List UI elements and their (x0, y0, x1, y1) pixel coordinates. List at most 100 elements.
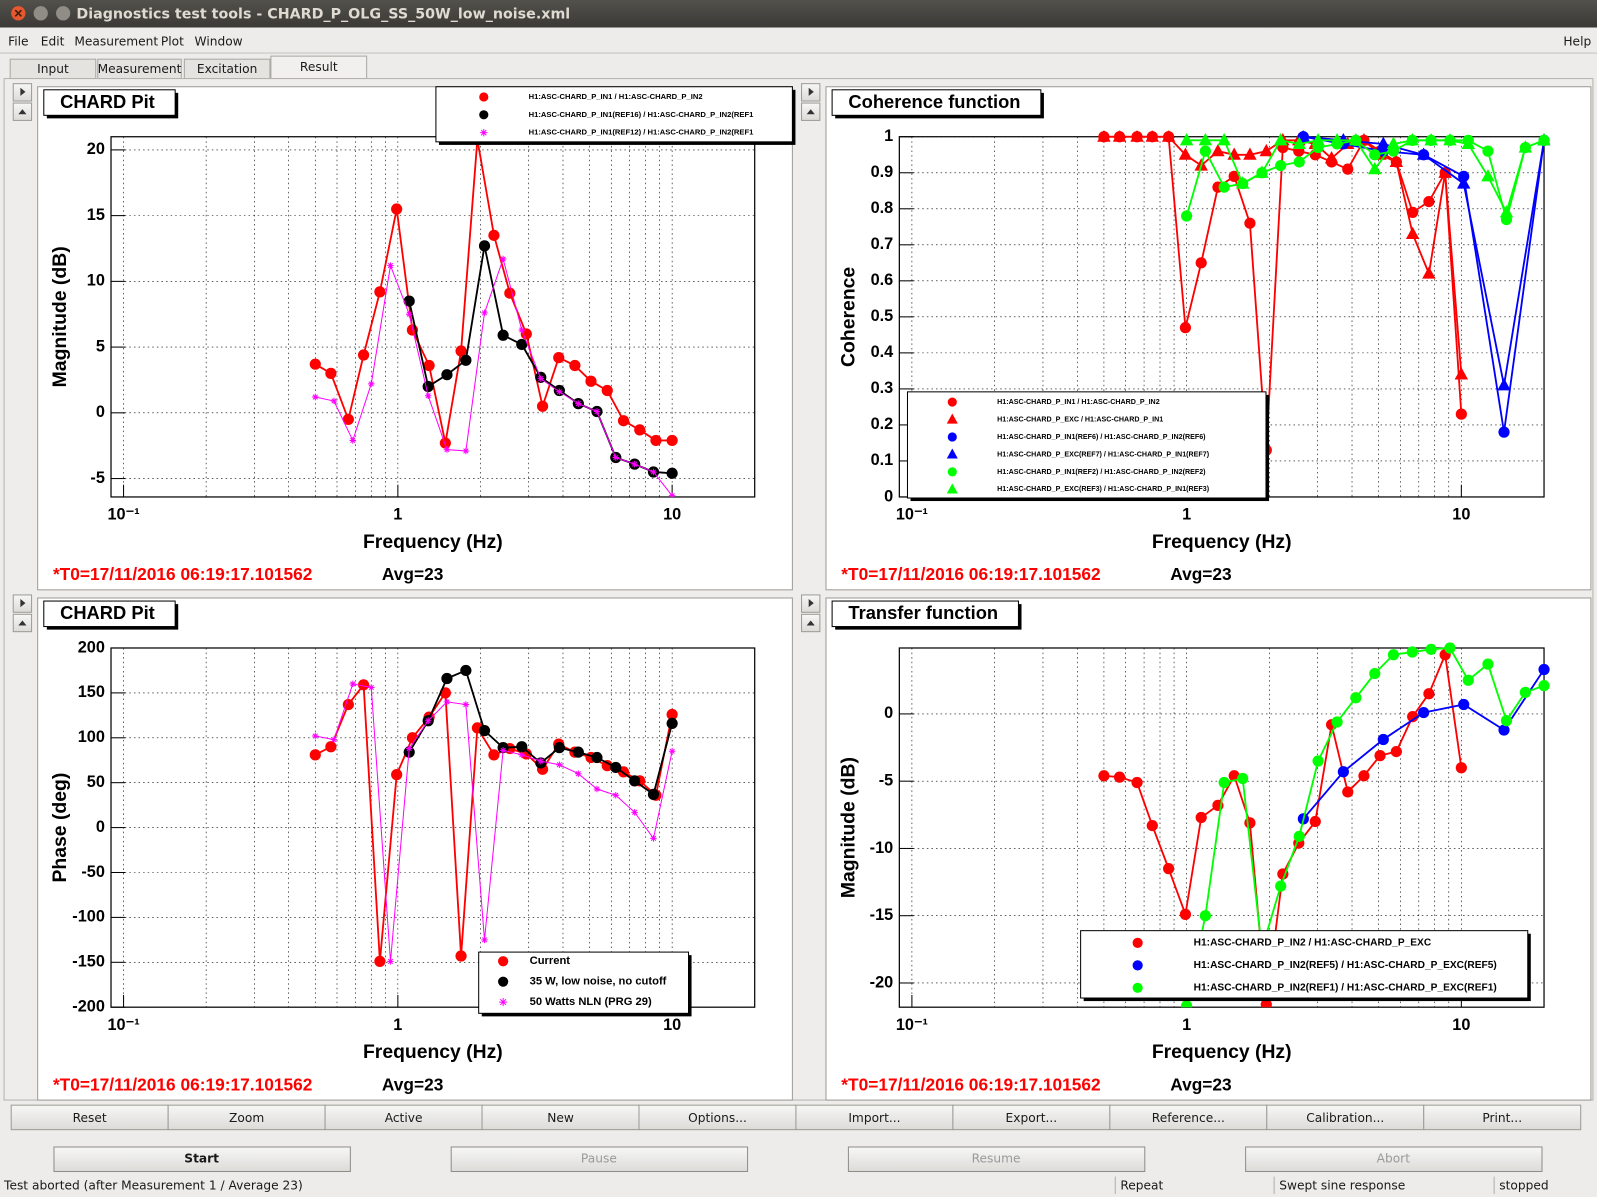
menu-item[interactable]: Plot (161, 34, 184, 48)
y-tick-label: 0 (884, 487, 893, 505)
button-label[interactable]: Active (385, 1111, 423, 1125)
title-frame (43, 89, 176, 116)
button-label[interactable]: Reset (73, 1111, 107, 1125)
chart-title: Coherence function (848, 91, 1020, 112)
data-point (516, 338, 528, 351)
button-label[interactable]: Options... (688, 1111, 747, 1125)
chart-title-box: CHARD Pit (43, 89, 179, 119)
control-button[interactable] (1245, 1146, 1543, 1172)
x-tick-label: 1 (1182, 506, 1191, 524)
data-point (629, 775, 641, 787)
legend-marker (480, 128, 488, 137)
y-tick-label: -50 (81, 863, 105, 881)
data-point (1462, 674, 1474, 686)
data-point (1145, 130, 1160, 142)
menu-help[interactable]: Help (1563, 34, 1591, 48)
menu-item[interactable]: File (8, 34, 28, 48)
data-point (424, 717, 432, 724)
panel-button-icon (18, 109, 27, 115)
data-point (1374, 750, 1386, 762)
tab-label[interactable]: Excitation (197, 62, 257, 76)
legend-label: H1:ASC-CHARD_P_IN1(REF2) / H1:ASC-CHARD_… (997, 468, 1206, 476)
data-point (488, 749, 500, 761)
control-button[interactable] (53, 1146, 351, 1172)
tab-label[interactable]: Result (300, 60, 338, 74)
y-tick-label: -150 (72, 953, 105, 971)
y-axis-label: Phase (deg) (49, 773, 71, 883)
data-point (666, 708, 678, 721)
title-bar (0, 0, 1597, 28)
legend-marker (479, 92, 489, 102)
button[interactable] (1109, 1104, 1268, 1131)
data-point (374, 955, 386, 968)
button-label[interactable]: Export... (1006, 1111, 1058, 1125)
data-point (631, 809, 638, 816)
annotation: *T0=17/11/2016 06:19:17.101562 (841, 1074, 1100, 1094)
y-axis-label: Magnitude (dB) (838, 757, 860, 898)
series-layer (1098, 642, 1550, 1008)
button-label[interactable]: Import... (848, 1111, 900, 1125)
x-tick-label: 10⁻¹ (108, 1016, 140, 1034)
legend-label: 35 W, low noise, no cutoff (530, 976, 667, 988)
data-point (585, 375, 597, 387)
legend-label: H1:ASC-CHARD_P_IN1(REF12) / H1:ASC-CHARD… (529, 128, 755, 137)
button[interactable] (952, 1104, 1111, 1131)
control-button[interactable] (847, 1146, 1146, 1172)
legend-marker (1132, 937, 1143, 949)
tab-label[interactable]: Measurement (98, 62, 182, 76)
data-point (1482, 658, 1494, 670)
legend-marker (946, 483, 958, 494)
data-point (1228, 170, 1240, 182)
y-tick-label: -15 (870, 906, 894, 924)
legend-marker (1132, 960, 1143, 971)
y-tick-label: 100 (78, 728, 105, 746)
data-point (556, 761, 563, 768)
data-point (1324, 151, 1339, 164)
data-point (1243, 147, 1257, 160)
control-label: Abort (1377, 1152, 1411, 1166)
annotation: *T0=17/11/2016 06:19:17.101562 (53, 1074, 312, 1094)
y-axis-label: Coherence (838, 267, 860, 367)
button[interactable] (1423, 1104, 1582, 1131)
annotation: *T0=17/11/2016 06:19:17.101562 (53, 564, 312, 584)
menu-item[interactable]: Measurement (74, 34, 158, 48)
data-point (1199, 145, 1211, 157)
control-button[interactable] (450, 1146, 749, 1172)
button[interactable] (167, 1104, 326, 1131)
maximize-button[interactable] (56, 6, 71, 21)
chart-title-box: Transfer function (831, 600, 1022, 630)
data-point (1244, 817, 1256, 829)
data-point (536, 400, 549, 412)
data-point (1500, 715, 1513, 727)
tab-label[interactable]: Input (37, 62, 69, 76)
minimize-button[interactable] (33, 6, 48, 21)
menu-item[interactable]: Edit (41, 34, 65, 48)
button[interactable] (324, 1104, 483, 1131)
button-label[interactable]: New (547, 1111, 574, 1125)
button-label[interactable]: Print... (1482, 1111, 1522, 1125)
data-point (1416, 147, 1431, 160)
data-point (1195, 257, 1207, 269)
data-point (1342, 786, 1354, 798)
y-tick-label: 0.1 (871, 451, 894, 469)
data-point (462, 701, 470, 708)
control-label[interactable]: Start (184, 1152, 219, 1166)
button[interactable] (10, 1104, 169, 1131)
button-label[interactable]: Zoom (229, 1111, 264, 1125)
x-tick-label: 10 (1452, 1016, 1470, 1034)
legend-label: H1:ASC-CHARD_P_EXC(REF3) / H1:ASC-CHARD_… (997, 485, 1210, 493)
data-point (481, 936, 488, 944)
data-point (516, 741, 528, 753)
annotation: *T0=17/11/2016 06:19:17.101562 (841, 564, 1100, 584)
data-point (462, 447, 470, 455)
data-point (342, 413, 354, 426)
button-label[interactable]: Reference... (1152, 1111, 1225, 1125)
menu-item[interactable]: Window (195, 34, 243, 48)
data-point (553, 742, 565, 754)
data-point (368, 684, 375, 691)
x-tick-label: 10 (663, 1016, 681, 1034)
button[interactable] (638, 1104, 797, 1131)
data-point (1444, 642, 1456, 654)
button-label[interactable]: Calibration... (1306, 1111, 1384, 1125)
